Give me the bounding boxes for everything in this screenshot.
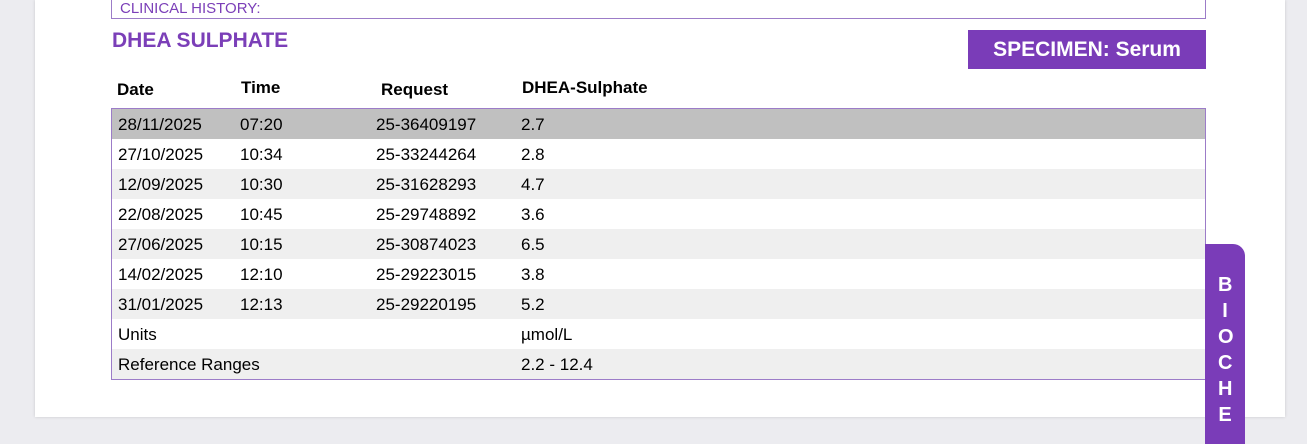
specimen-badge: SPECIMEN: Serum (968, 30, 1206, 69)
request-cell: 25-29748892 (376, 205, 477, 224)
table-row[interactable]: 14/02/2025 12:10 25-29223015 3.8 (112, 259, 1205, 289)
time-cell: 12:10 (240, 265, 283, 284)
reference-row[interactable]: Reference Ranges 2.2 - 12.4 (112, 349, 1205, 379)
table-row[interactable]: 22/08/2025 10:45 25-29748892 3.6 (112, 199, 1205, 229)
column-header-time: Time (241, 78, 281, 97)
column-header-date: Date (117, 80, 154, 99)
results-table: 28/11/2025 07:20 25-36409197 2.7 27/10/2025 1… (111, 108, 1206, 380)
request-cell: 25-29223015 (376, 265, 477, 284)
request-cell: 25-33244264 (376, 145, 477, 164)
reference-label: Reference Ranges (118, 355, 260, 374)
time-cell: 10:30 (240, 175, 283, 194)
date-cell: 14/02/2025 (118, 265, 204, 284)
value-cell: 6.5 (521, 235, 545, 254)
time-cell: 07:20 (240, 115, 283, 134)
table-row[interactable]: 31/01/2025 12:13 25-29220195 5.2 (112, 289, 1205, 319)
request-cell: 25-30874023 (376, 235, 477, 254)
value-cell: 2.8 (521, 145, 545, 164)
report-page (35, 0, 1285, 417)
section-title: DHEA SULPHATE (112, 29, 289, 52)
request-cell: 25-36409197 (376, 115, 477, 134)
time-cell: 10:34 (240, 145, 283, 164)
date-cell: 27/10/2025 (118, 145, 204, 164)
units-label: Units (118, 325, 157, 344)
request-cell: 25-29220195 (376, 295, 477, 314)
table-row[interactable]: 12/09/2025 10:30 25-31628293 4.7 (112, 169, 1205, 199)
time-cell: 10:15 (240, 235, 283, 254)
table-row[interactable]: 27/10/2025 10:34 25-33244264 2.8 (112, 139, 1205, 169)
date-cell: 28/11/2025 (118, 115, 202, 134)
date-cell: 31/01/2025 (118, 295, 204, 314)
value-cell: 3.8 (521, 265, 545, 284)
table-row[interactable]: 27/06/2025 10:15 25-30874023 6.5 (112, 229, 1205, 259)
request-cell: 25-31628293 (376, 175, 477, 194)
time-cell: 10:45 (240, 205, 283, 224)
value-cell: 4.7 (521, 175, 545, 194)
units-row[interactable]: Units µmol/L (112, 319, 1205, 349)
value-cell: 2.7 (521, 115, 545, 134)
clinical-history-label: CLINICAL HISTORY: (120, 0, 261, 17)
biochemistry-side-tab[interactable]: BIOCHE (1205, 244, 1245, 444)
units-value: µmol/L (521, 325, 573, 344)
date-cell: 22/08/2025 (118, 205, 204, 224)
date-cell: 12/09/2025 (118, 175, 204, 194)
time-cell: 12:13 (240, 295, 283, 314)
table-row[interactable]: 28/11/2025 07:20 25-36409197 2.7 (112, 109, 1205, 139)
reference-value: 2.2 - 12.4 (521, 355, 593, 374)
value-cell: 5.2 (521, 295, 545, 314)
column-header-request: Request (381, 80, 449, 99)
clinical-history-box: CLINICAL HISTORY: (111, 0, 1206, 19)
value-cell: 3.6 (521, 205, 545, 224)
column-header-dhea-sulphate: DHEA-Sulphate (522, 78, 648, 97)
date-cell: 27/06/2025 (118, 235, 204, 254)
